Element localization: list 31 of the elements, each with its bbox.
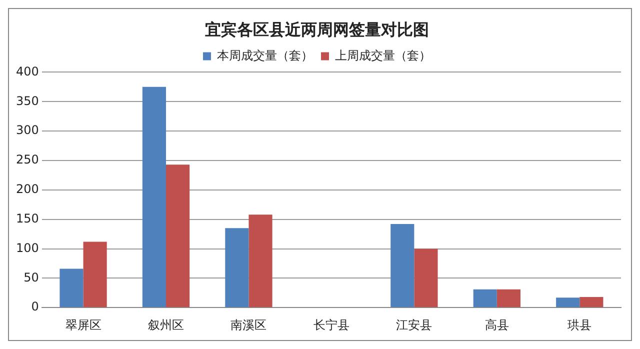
y-tick-label: 50 (24, 270, 39, 284)
bar (83, 242, 107, 308)
bar (166, 164, 190, 308)
bar (556, 298, 580, 308)
bar (496, 289, 520, 308)
y-tick-label: 100 (16, 240, 39, 255)
x-tick-label: 珙县 (568, 318, 592, 332)
x-tick-label: 翠屏区 (65, 318, 102, 332)
chart-title: 宜宾各区县近两周网签量对比图 (205, 20, 429, 39)
y-tick-label: 350 (16, 94, 39, 108)
x-tick-label: 南溪区 (230, 318, 267, 332)
bar (248, 214, 272, 308)
bar (390, 224, 414, 308)
x-tick-label: 高县 (484, 318, 509, 332)
legend-label: 上周成交量（套） (335, 48, 431, 62)
y-tick-label: 150 (16, 211, 39, 226)
bar (60, 268, 84, 308)
x-tick-label: 长宁县 (313, 318, 350, 332)
y-tick-label: 400 (16, 64, 39, 78)
y-tick-label: 250 (16, 152, 39, 167)
bar (414, 248, 438, 308)
x-tick-label: 江安县 (396, 318, 432, 332)
bar (225, 228, 249, 308)
bar (473, 289, 497, 308)
bar (580, 297, 604, 308)
bar (142, 86, 166, 308)
x-tick-label: 叙州区 (148, 318, 184, 332)
legend-label: 本周成交量（套） (217, 48, 313, 62)
y-tick-label: 300 (16, 123, 39, 138)
y-tick-label: 200 (16, 182, 39, 196)
y-tick-label: 0 (31, 300, 39, 314)
